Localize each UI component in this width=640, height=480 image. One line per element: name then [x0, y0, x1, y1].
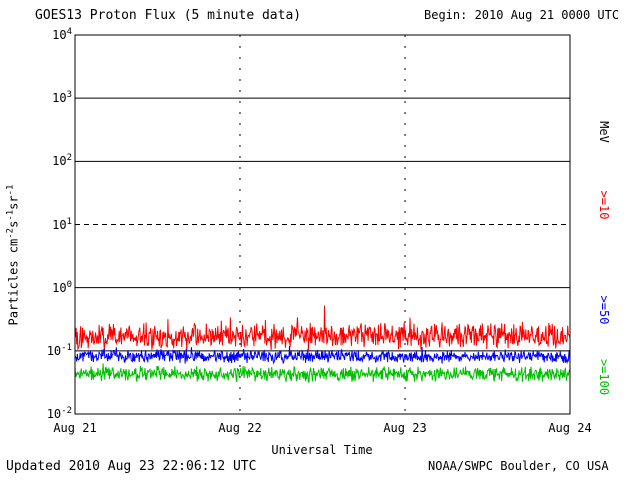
series-label-ge100: >=100: [597, 358, 611, 396]
x-tick-label: Aug 21: [53, 421, 97, 435]
y-axis-label: Particles cm-2s-1sr-1: [5, 184, 21, 326]
y-tick-label: 103: [52, 89, 72, 105]
right-axis-unit-label: MeV: [597, 121, 611, 143]
credit-label: NOAA/SWPC Boulder, CO USA: [428, 459, 609, 473]
flux-series-50: [74, 346, 571, 365]
plot-border: [74, 34, 571, 415]
x-tick-label: Aug 23: [383, 421, 427, 435]
flux-series-100: [74, 363, 571, 384]
y-tick-label: 104: [52, 26, 72, 42]
y-tick-label: 10-1: [46, 342, 72, 358]
series-label-ge50: >=50: [597, 295, 611, 325]
x-tick-label: Aug 22: [218, 421, 262, 435]
y-tick-label: 101: [52, 216, 72, 232]
x-axis-label: Universal Time: [271, 443, 373, 457]
begin-time-label: Begin: 2010 Aug 21 0000 UTC: [424, 8, 620, 22]
y-tick-label: 100: [52, 279, 72, 295]
series-label-ge10: >=10: [597, 190, 611, 220]
updated-timestamp: Updated 2010 Aug 23 22:06:12 UTC: [6, 459, 257, 474]
x-tick-label: Aug 24: [548, 421, 592, 435]
flux-series-10: [74, 305, 571, 351]
y-tick-label: 102: [52, 153, 72, 169]
page-title: GOES13 Proton Flux (5 minute data): [35, 8, 302, 23]
y-tick-label: 10-2: [46, 405, 72, 421]
